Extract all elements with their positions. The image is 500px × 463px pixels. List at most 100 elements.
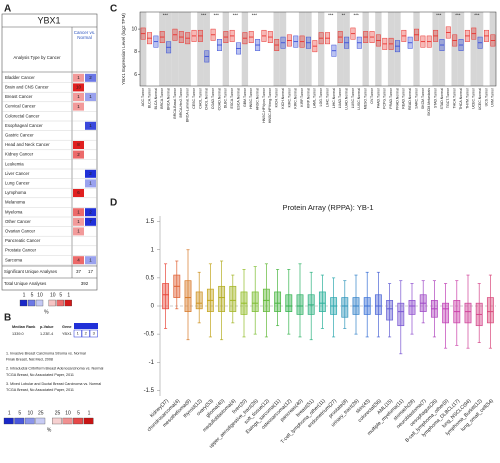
group-band — [140, 12, 147, 86]
significance: ** — [342, 13, 346, 18]
up-count: 1 — [77, 219, 80, 224]
x-tick-label: PCPG.Tumor — [383, 87, 387, 109]
up-count: 1 — [77, 209, 80, 214]
down-count: 2 — [89, 75, 92, 80]
x-tick-label: LGG.Tumor — [319, 87, 323, 106]
x-tick-label: MESO.Tumor — [364, 87, 368, 109]
x-tick-label: SKCM.Metastasis — [427, 88, 431, 116]
cancer-name: Lymphoma — [5, 190, 27, 195]
group-band — [362, 12, 369, 86]
group-band — [171, 12, 179, 86]
x-tick-label: BLCA.Normal — [154, 88, 158, 110]
x-tick-label: KIRC.Tumor — [287, 87, 291, 107]
box — [397, 302, 405, 327]
legend-swatch — [83, 417, 94, 425]
group-band — [184, 12, 191, 86]
legend-swatch — [62, 417, 73, 425]
mr-note: 1. Invasive Breast Carcinoma Stroma vs. … — [6, 351, 86, 355]
x-tick-label: PRAD.Normal — [395, 88, 399, 110]
up-cell — [73, 141, 84, 149]
box — [318, 291, 326, 312]
legend-label: 10 — [50, 292, 56, 298]
cancer-name: Colorectal Cancer — [5, 113, 40, 118]
group-band — [457, 12, 465, 86]
legend-swatch — [35, 417, 46, 425]
mr-note: 2. Intraductal Cribriform Breast Adenoca… — [6, 367, 104, 371]
cancer-name: Bladder Cancer — [5, 75, 35, 80]
down-count: 2 — [89, 209, 92, 214]
x-tick-label: BRCA-Luminal.Tumor — [186, 87, 190, 122]
legend-swatch — [27, 299, 36, 307]
significance: *** — [163, 13, 169, 18]
box — [374, 294, 382, 315]
x-tick-label: HNSC-HPVpos.Tumor — [262, 87, 266, 123]
x-tick-label: STAD.Tumor — [434, 87, 438, 108]
x-tick-label: KICH.Tumor — [275, 87, 279, 107]
up-cell — [73, 83, 84, 92]
sig-label: Significant Unique Analyses — [4, 269, 57, 274]
x-tick-label: KIRP.Normal — [306, 88, 310, 108]
box — [285, 294, 293, 312]
significance: *** — [474, 13, 480, 18]
group-band — [470, 12, 477, 86]
legend-swatch — [64, 299, 72, 307]
up-cell — [73, 150, 84, 159]
cancer-name: Sarcoma — [5, 257, 23, 262]
down-cell — [85, 169, 96, 178]
legend-label: 10 — [27, 410, 33, 416]
x-tick-label: UCEC.Normal — [478, 88, 482, 110]
cancer-name: Cervical Cancer — [5, 104, 36, 109]
legend-label: 5 — [31, 292, 34, 298]
significance: *** — [328, 13, 334, 18]
group-band — [438, 12, 446, 86]
up-cell — [73, 227, 84, 236]
cancer-name: Pancreatic Cancer — [5, 238, 41, 243]
cancer-name: Head and Neck Cancer — [5, 142, 50, 147]
x-tick-label: DLBC.Tumor — [224, 87, 228, 108]
x-tick-label: UCEC.Tumor — [472, 87, 476, 109]
box — [251, 291, 259, 312]
group-band — [298, 12, 306, 86]
gene-title: YBX1 — [37, 15, 60, 25]
y-tick-label: 10 — [131, 26, 137, 32]
group-band — [394, 12, 401, 86]
legend-swatch — [3, 417, 14, 425]
x-tick-label: LIHC.Normal — [332, 88, 336, 108]
group-band — [197, 12, 204, 86]
legend-swatch — [14, 417, 25, 425]
group-band — [432, 12, 439, 86]
legend-swatch — [35, 299, 44, 307]
down-count: 2 — [89, 171, 92, 176]
sig-up: 37 — [76, 269, 82, 274]
x-tick-label: THCA.Normal — [459, 88, 463, 110]
box — [218, 285, 226, 312]
y-tick-label: 0.5 — [146, 275, 155, 281]
mr-note: 3. Mixed Lobular and Ductal Breast Carci… — [6, 382, 101, 386]
legend-label: 25 — [55, 410, 61, 416]
cancer-name: Esophageal Cancer — [5, 123, 43, 128]
box — [486, 297, 494, 324]
group-band — [159, 12, 166, 86]
up-cell — [73, 217, 84, 226]
down-cell — [85, 73, 96, 82]
box — [296, 294, 304, 315]
x-tick-label: THCA.Tumor — [453, 87, 457, 108]
x-tick-label: BRCA.Normal — [167, 88, 171, 110]
y-tick-label: -1.5 — [144, 388, 155, 394]
col-header: Cancer vs. Normal — [73, 30, 96, 41]
box — [229, 285, 237, 312]
box — [408, 300, 416, 315]
mr-header: p-Value — [40, 325, 54, 329]
x-tick-label: LUSC.Tumor — [351, 87, 355, 108]
down-count: 1 — [89, 181, 92, 186]
legend-swatch — [56, 299, 64, 307]
group-band — [413, 12, 420, 86]
x-tick-label: CESC.Tumor — [192, 87, 196, 109]
group-band — [203, 12, 210, 86]
cancer-name: Liver Cancer — [5, 171, 30, 176]
x-tick-label: CHOL.Normal — [205, 88, 209, 110]
x-tick-label: GBM.Tumor — [243, 87, 247, 107]
box — [442, 302, 450, 324]
total-value: 392 — [81, 281, 89, 286]
